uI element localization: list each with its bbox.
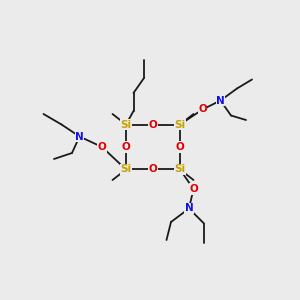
Text: Si: Si <box>174 119 186 130</box>
Text: O: O <box>98 142 106 152</box>
Text: O: O <box>198 104 207 115</box>
Text: O: O <box>189 184 198 194</box>
Text: Si: Si <box>120 119 132 130</box>
Text: N: N <box>75 131 84 142</box>
Text: N: N <box>216 95 225 106</box>
Text: O: O <box>148 119 158 130</box>
Text: N: N <box>184 203 194 214</box>
Text: Si: Si <box>120 164 132 175</box>
Text: O: O <box>148 164 158 175</box>
Text: O: O <box>176 142 184 152</box>
Text: O: O <box>122 142 130 152</box>
Text: Si: Si <box>174 164 186 175</box>
